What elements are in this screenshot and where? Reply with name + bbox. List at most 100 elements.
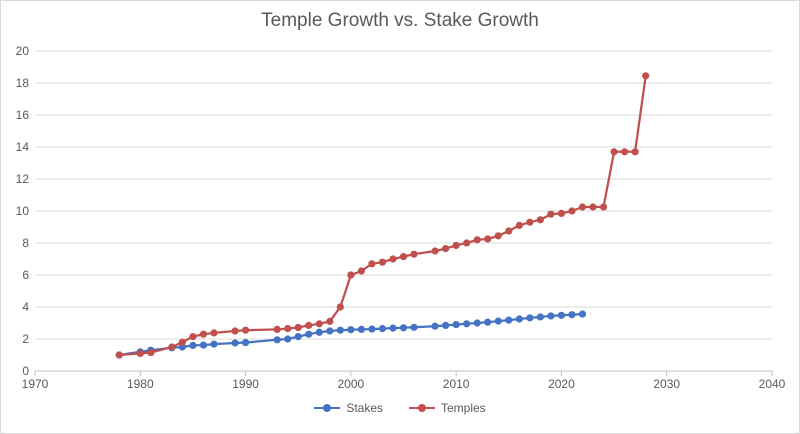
data-point-temples: [273, 325, 281, 333]
y-tick-label-6: 6: [22, 268, 29, 282]
data-point-temples: [294, 323, 302, 332]
data-point-stakes: [505, 316, 513, 324]
data-point-stakes: [368, 325, 376, 333]
y-tick-label-8: 8: [22, 236, 29, 250]
data-point-stakes: [326, 327, 334, 335]
data-point-temples: [389, 255, 397, 263]
data-point-stakes: [315, 328, 323, 336]
data-point-stakes: [557, 311, 566, 319]
legend-key-temples: [409, 403, 435, 413]
data-point-temples: [136, 349, 144, 357]
data-point-temples: [442, 245, 450, 253]
data-point-temples: [315, 320, 323, 328]
y-tick-label-4: 4: [22, 300, 29, 314]
data-point-temples: [463, 239, 471, 247]
data-point-temples: [568, 207, 576, 215]
data-point-stakes: [473, 319, 481, 327]
data-point-temples: [473, 236, 481, 244]
data-point-stakes: [284, 335, 292, 343]
x-tick-label-1980: 1980: [127, 377, 154, 391]
legend-label-stakes: Stakes: [346, 401, 383, 415]
legend: Stakes Temples: [1, 401, 799, 415]
y-tick-label-2: 2: [22, 332, 29, 346]
data-point-temples: [515, 221, 523, 229]
y-tick-label-16: 16: [16, 108, 30, 122]
data-point-stakes: [452, 321, 460, 329]
x-tick-label-1990: 1990: [232, 377, 259, 391]
data-point-temples: [557, 209, 566, 217]
data-point-stakes: [547, 312, 555, 320]
data-point-temples: [178, 338, 186, 346]
data-point-stakes: [357, 325, 365, 333]
data-point-temples: [241, 326, 250, 334]
data-point-stakes: [515, 315, 523, 323]
series-line-temples: [119, 75, 647, 357]
data-point-stakes: [210, 340, 218, 348]
series-line-stakes: [119, 312, 583, 357]
x-tick-label-2040: 2040: [759, 377, 786, 391]
y-tick-label-18: 18: [16, 76, 30, 90]
data-point-temples: [589, 203, 597, 211]
data-point-stakes: [410, 323, 418, 331]
data-point-stakes: [231, 339, 239, 347]
data-point-stakes: [578, 310, 587, 318]
data-point-stakes: [484, 318, 492, 326]
chart-title: Temple Growth vs. Stake Growth: [261, 10, 539, 31]
x-tick-label-2010: 2010: [443, 377, 470, 391]
data-point-stakes: [536, 313, 544, 321]
data-point-temples: [336, 303, 344, 311]
data-point-temples: [484, 235, 492, 243]
data-point-temples: [494, 232, 502, 240]
data-point-temples: [378, 258, 387, 266]
data-point-temples: [621, 148, 629, 156]
data-point-temples: [610, 148, 618, 156]
data-point-temples: [210, 329, 218, 337]
data-point-stakes: [568, 311, 576, 319]
data-point-temples: [536, 216, 544, 224]
x-tick-label-2000: 2000: [338, 377, 365, 391]
data-point-temples: [526, 218, 534, 226]
data-point-stakes: [189, 341, 197, 349]
y-tick-label-12: 12: [16, 172, 30, 186]
data-point-temples: [199, 330, 208, 338]
data-point-temples: [147, 349, 155, 357]
data-point-temples: [505, 227, 513, 235]
data-point-temples: [115, 351, 123, 359]
data-point-temples: [642, 72, 650, 80]
data-point-temples: [368, 260, 376, 268]
data-point-stakes: [199, 341, 208, 349]
legend-label-temples: Temples: [441, 401, 486, 415]
data-point-stakes: [378, 325, 387, 333]
x-tick-label-2020: 2020: [548, 377, 575, 391]
data-point-stakes: [273, 336, 281, 344]
data-point-temples: [168, 343, 176, 351]
data-point-temples: [189, 333, 197, 341]
data-point-stakes: [494, 317, 502, 325]
y-tick-label-10: 10: [16, 204, 30, 218]
y-tick-label-20: 20: [16, 44, 30, 58]
data-point-stakes: [241, 338, 250, 347]
data-point-temples: [399, 253, 408, 261]
y-tick-label-14: 14: [16, 140, 30, 154]
data-point-temples: [452, 241, 460, 249]
data-point-stakes: [347, 326, 355, 334]
legend-key-stakes: [314, 403, 341, 413]
data-point-stakes: [389, 324, 397, 332]
data-point-stakes: [442, 321, 450, 329]
data-point-temples: [431, 247, 439, 255]
y-tick-label-0: 0: [22, 364, 29, 378]
data-point-stakes: [526, 314, 534, 322]
data-point-temples: [284, 325, 292, 333]
data-point-temples: [357, 267, 365, 275]
legend-item-stakes: Stakes: [314, 401, 383, 415]
data-point-stakes: [294, 333, 302, 341]
data-point-temples: [631, 148, 639, 156]
data-point-temples: [547, 210, 555, 218]
data-point-temples: [599, 203, 608, 211]
x-tick-label-2030: 2030: [653, 377, 680, 391]
data-point-stakes: [463, 320, 471, 328]
data-point-temples: [326, 317, 334, 325]
data-point-stakes: [431, 322, 439, 330]
data-point-stakes: [336, 326, 344, 334]
